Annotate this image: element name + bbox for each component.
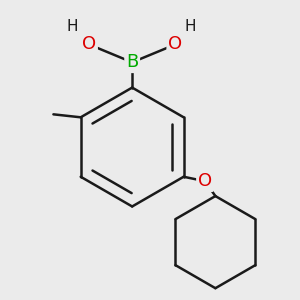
Text: B: B (126, 53, 138, 71)
Text: O: O (82, 35, 96, 53)
Text: H: H (67, 19, 79, 34)
Text: O: O (168, 35, 182, 53)
Text: O: O (198, 172, 212, 190)
Text: H: H (184, 19, 196, 34)
